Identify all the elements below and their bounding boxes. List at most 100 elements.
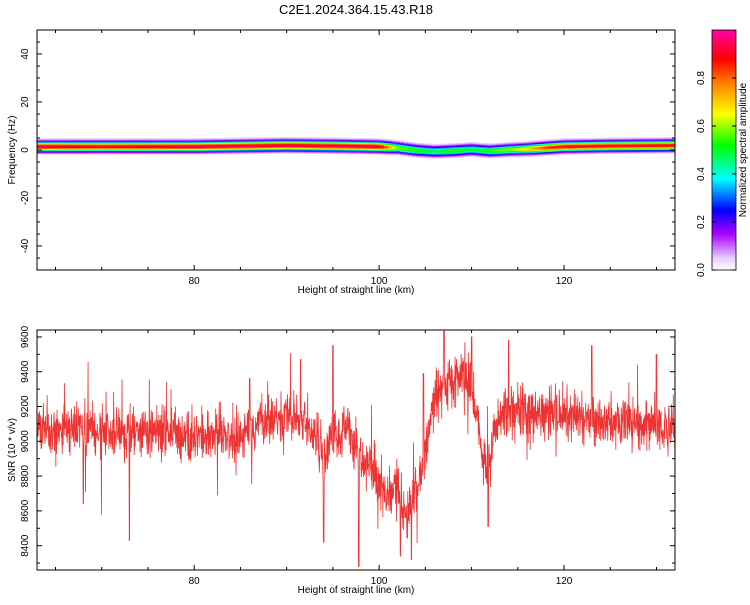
spectrogram-cell	[535, 146, 540, 148]
spectrogram-cell	[152, 153, 158, 155]
spectrogram-cell	[587, 145, 592, 147]
spectrogram-cell	[188, 144, 194, 146]
spectrogram-cell	[667, 150, 672, 152]
spectrogram-cell	[431, 145, 437, 148]
spectrogram-cell	[599, 144, 604, 146]
spectrogram-cell	[200, 153, 205, 155]
spectrogram-cell	[579, 143, 584, 145]
spectrogram-cell	[156, 144, 162, 147]
spectrogram-cell	[483, 145, 489, 147]
spectrogram-cell	[116, 146, 122, 149]
spectrogram-cell	[659, 138, 664, 140]
spectrogram-cell	[64, 143, 70, 145]
spectrogram-cell	[543, 151, 548, 154]
spectrogram-cell	[399, 153, 405, 155]
spectrogram-cell	[296, 151, 301, 153]
spectrogram-cell	[248, 143, 253, 145]
spectrogram-cell	[328, 147, 333, 149]
spectrogram-cell	[168, 139, 174, 141]
spectrogram-cell	[519, 153, 524, 155]
spectrogram-cell	[348, 150, 353, 152]
spectrogram-cell	[443, 151, 449, 153]
spectrogram-cell	[180, 148, 186, 151]
spectrogram-cell	[663, 137, 668, 139]
spectrogram-cell	[148, 153, 154, 155]
spectrogram-cell	[671, 140, 675, 143]
spectrogram-cell	[659, 152, 664, 154]
spectrogram-cell	[264, 146, 269, 149]
spectrogram-cell	[527, 144, 532, 146]
spectrogram-cell	[64, 138, 70, 140]
spectrogram-cell	[643, 144, 648, 147]
spectrogram-cell	[228, 142, 233, 144]
spectrogram-cell	[419, 147, 425, 149]
spectrogram-cell	[663, 146, 668, 148]
spectrogram-cell	[208, 138, 213, 140]
spectrogram-cell	[415, 154, 421, 156]
spectrogram-cell	[387, 142, 393, 145]
spectrogram-cell	[356, 145, 361, 147]
spectrogram-cell	[260, 141, 265, 143]
spectrogram-cell	[248, 139, 253, 141]
spectrogram-cell	[559, 143, 564, 145]
spectrogram-cell	[288, 145, 293, 147]
spectrogram-cell	[415, 155, 421, 157]
spectrogram-cell	[128, 150, 134, 152]
spectrogram-cell	[419, 147, 425, 150]
spectrogram-cell	[84, 150, 90, 152]
spectrogram-cell	[499, 151, 505, 153]
spectrogram-cell	[308, 147, 313, 150]
spectrogram-cell	[136, 152, 142, 154]
spectrogram-cell	[619, 147, 624, 149]
spectrogram-cell	[156, 149, 162, 152]
spectrogram-cell	[451, 154, 457, 157]
spectrogram-cell	[196, 145, 201, 148]
spectrogram-cell	[136, 138, 142, 140]
spectrogram-cell	[96, 151, 102, 153]
spectrogram-cell	[507, 152, 513, 155]
spectrogram-cell	[240, 151, 245, 153]
spectrogram-cell	[248, 144, 253, 146]
spectrogram-cell	[244, 146, 249, 148]
spectrogram-cell	[403, 149, 409, 151]
spectrogram-cell	[375, 153, 381, 155]
spectrogram-cell	[423, 148, 429, 150]
spectrogram-cell	[655, 150, 660, 152]
snr-x-label: Height of straight line (km)	[298, 585, 415, 596]
spectrogram-cell	[128, 139, 134, 141]
spectrogram-cell	[495, 152, 501, 154]
spectrogram-cell	[383, 143, 389, 145]
spectrogram-cell	[647, 137, 652, 139]
spectrogram-cell	[555, 154, 560, 156]
spectrogram-cell	[459, 144, 465, 146]
spectrogram-cell	[60, 144, 66, 147]
spectrogram-cell	[371, 153, 377, 155]
spectrogram-cell	[571, 142, 576, 145]
spectrogram-cell	[479, 150, 485, 152]
spectrogram-cell	[387, 154, 393, 156]
spectrogram-cell	[503, 144, 509, 146]
spectrogram-cell	[619, 143, 624, 145]
spectrogram-cell	[88, 146, 94, 149]
spectrogram-cell	[491, 152, 497, 155]
spectrogram-cell	[304, 147, 309, 150]
spectrogram-cell	[216, 142, 221, 144]
spectrogram-cell	[60, 149, 66, 152]
spectrogram-cell	[37, 147, 42, 150]
spectrogram-cell	[527, 150, 532, 152]
spectrogram-cell	[375, 138, 381, 140]
spectrogram-cell	[312, 152, 317, 154]
spectrogram-cell	[224, 141, 229, 143]
spectrogram-cell	[647, 141, 652, 143]
spectrogram-cell	[495, 149, 501, 152]
spectrogram-cell	[164, 139, 170, 141]
spectrogram-cell	[252, 150, 257, 153]
spectrogram-cell	[332, 144, 337, 146]
spectrogram-cell	[332, 147, 337, 149]
spectrogram-cell	[559, 148, 564, 151]
spectrogram-cell	[391, 151, 397, 153]
spectrogram-cell	[348, 141, 353, 143]
spectrogram-cell	[415, 151, 421, 153]
y-tick-label: 9600	[20, 325, 31, 348]
spectrogram-cell	[116, 144, 122, 146]
